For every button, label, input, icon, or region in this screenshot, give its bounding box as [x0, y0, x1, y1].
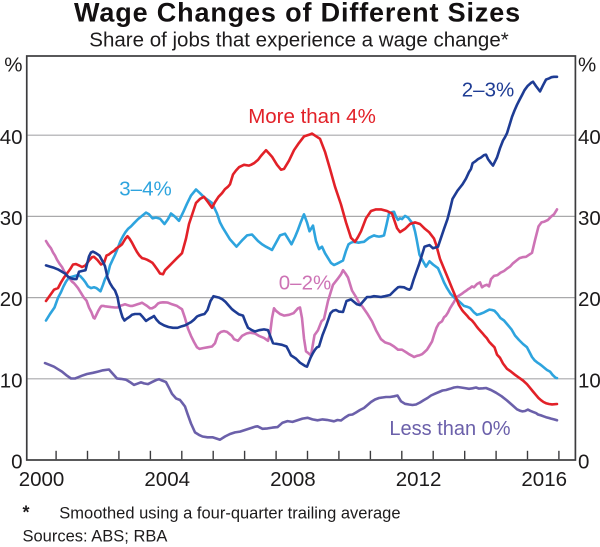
- svg-text:2000: 2000: [19, 468, 65, 491]
- svg-text:30: 30: [578, 207, 600, 230]
- svg-text:10: 10: [0, 369, 23, 392]
- svg-text:0: 0: [11, 451, 22, 474]
- svg-text:3–4%: 3–4%: [119, 177, 171, 200]
- svg-text:2008: 2008: [270, 468, 316, 491]
- svg-text:*: *: [23, 503, 30, 523]
- svg-text:2004: 2004: [144, 468, 190, 491]
- svg-text:2–3%: 2–3%: [462, 78, 514, 101]
- svg-text:20: 20: [0, 288, 23, 311]
- svg-text:40: 40: [578, 126, 600, 149]
- svg-text:Share of jobs that experience: Share of jobs that experience a wage cha…: [89, 28, 508, 51]
- svg-text:0: 0: [578, 451, 589, 474]
- svg-text:Wage Changes of Different Size: Wage Changes of Different Sizes: [74, 0, 521, 28]
- svg-text:40: 40: [0, 126, 23, 149]
- svg-text:30: 30: [0, 207, 23, 230]
- svg-text:10: 10: [578, 369, 600, 392]
- svg-text:Less than 0%: Less than 0%: [389, 418, 510, 440]
- svg-text:0–2%: 0–2%: [279, 271, 331, 294]
- svg-text:%: %: [578, 54, 596, 77]
- svg-text:2016: 2016: [521, 468, 567, 491]
- svg-text:Smoothed using a four-quarter: Smoothed using a four-quarter trailing a…: [59, 505, 400, 523]
- svg-text:20: 20: [578, 288, 600, 311]
- svg-text:%: %: [4, 54, 22, 77]
- svg-text:Sources: ABS; RBA: Sources: ABS; RBA: [23, 527, 168, 545]
- svg-text:2012: 2012: [396, 468, 442, 491]
- svg-text:More than 4%: More than 4%: [248, 105, 376, 128]
